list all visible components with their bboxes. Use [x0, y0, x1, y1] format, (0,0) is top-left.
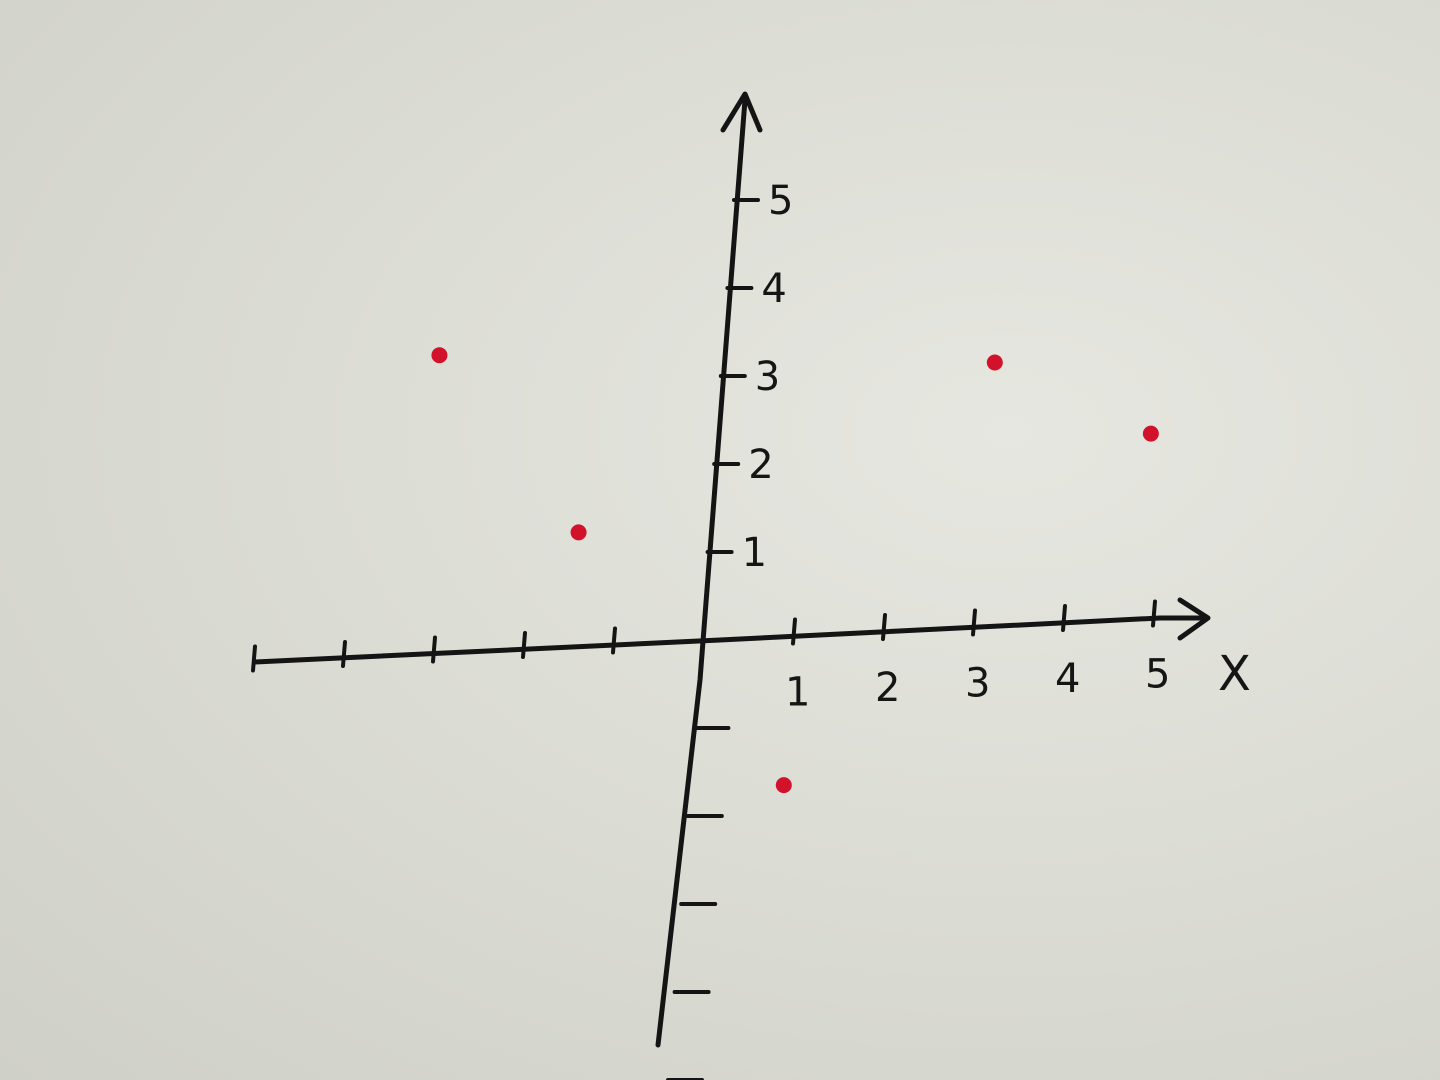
- data-point: [431, 347, 448, 364]
- x-axis-arrowhead: [1177, 597, 1211, 641]
- y-axis: [655, 97, 748, 1048]
- x-axis: [252, 615, 1208, 665]
- x-tick-label: 4: [1055, 656, 1080, 702]
- x-tick: [791, 617, 797, 646]
- x-tick: [341, 640, 347, 668]
- x-tick: [251, 644, 257, 673]
- y-axis-arrowhead: [720, 91, 763, 133]
- x-tick-label: 5: [1145, 652, 1170, 698]
- x-tick-label: 3: [965, 661, 990, 707]
- x-tick: [1061, 604, 1067, 632]
- x-tick: [881, 613, 887, 641]
- y-tick-label: 3: [755, 354, 780, 400]
- x-ticks: [251, 599, 1157, 673]
- x-tick-label: 2: [875, 665, 900, 711]
- y-tick-label: 1: [742, 530, 767, 576]
- axes: [252, 91, 1211, 1048]
- y-tick-label: 4: [761, 266, 786, 312]
- x-tick: [971, 608, 977, 637]
- y-tick-label: 2: [748, 442, 773, 488]
- x-tick: [431, 635, 437, 664]
- x-tick: [611, 626, 617, 655]
- x-tick-label: 1: [785, 670, 810, 716]
- y-ticks: [666, 198, 760, 1080]
- data-point: [986, 354, 1003, 371]
- x-tick: [521, 631, 527, 659]
- data-point: [570, 524, 587, 541]
- x-tick: [1151, 599, 1157, 628]
- data-point: [775, 777, 792, 794]
- data-points: [431, 347, 1159, 794]
- y-tick-label: 5: [768, 178, 793, 224]
- data-point: [1142, 425, 1159, 442]
- x-tick-labels: 1 2 3 4 5: [785, 652, 1170, 716]
- y-tick-labels: 1 2 3 4 5: [742, 178, 794, 576]
- x-axis-label: X: [1218, 646, 1251, 702]
